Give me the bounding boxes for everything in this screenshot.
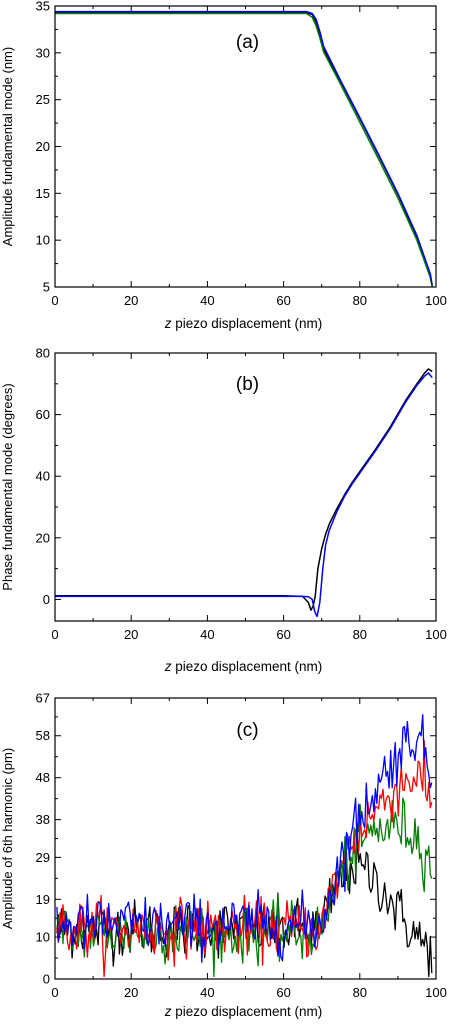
y-tick-label: 10 (36, 233, 50, 248)
panel-label: (c) (236, 720, 258, 741)
x-tick-label: 40 (200, 293, 214, 308)
x-tick-label: 40 (200, 627, 214, 642)
y-tick-label: 10 (36, 930, 50, 945)
x-tick-label: 20 (124, 293, 138, 308)
x-tick-label: 80 (353, 627, 367, 642)
y-tick-label: 25 (36, 92, 50, 107)
y-tick-label: 48 (36, 770, 50, 785)
series-line-1 (55, 368, 433, 611)
y-tick-label: 15 (36, 186, 50, 201)
x-axis-label: z piezo displacement (nm) (164, 1004, 323, 1019)
series-group (55, 368, 433, 618)
y-axis-label: Amplitude fundamental mode (nm) (0, 47, 15, 246)
chart-panel-1: 0 20 40 60 80 100 5 10 15 20 25 30 35 (a) z piezo disp… (0, 0, 447, 331)
y-axis-label: Phase fundamental mode (degrees) (0, 383, 15, 590)
x-tick-label: 100 (425, 293, 447, 308)
y-tick-label: 40 (36, 469, 50, 484)
series-line-3 (55, 10, 433, 286)
y-tick-label: 0 (43, 592, 50, 607)
panel-label: (b) (236, 374, 259, 395)
x-tick-label: 80 (353, 985, 367, 1000)
x-tick-label: 0 (51, 985, 58, 1000)
chart-panel-3: 0 20 40 60 80 100 0 10 19 29 38 48 58 67 (c) z piezo di… (0, 691, 447, 1020)
y-tick-label: 20 (36, 530, 50, 545)
series-line-4 (56, 714, 433, 963)
series-group (55, 10, 433, 287)
x-tick-label: 20 (124, 627, 138, 642)
series-line-2 (55, 12, 433, 287)
x-tick-label: 0 (51, 627, 58, 642)
x-axis-label: z piezo displacement (nm) (164, 316, 323, 331)
x-tick-label: 80 (353, 293, 367, 308)
x-tick-label: 40 (200, 985, 214, 1000)
series-group (56, 714, 433, 978)
y-tick-label: 38 (36, 812, 50, 827)
panel-label: (a) (236, 32, 259, 53)
y-tick-label: 29 (36, 850, 50, 865)
y-tick-label: 5 (43, 280, 50, 295)
x-tick-label: 20 (124, 985, 138, 1000)
y-tick-label: 0 (43, 972, 50, 987)
x-tick-label: 60 (276, 293, 290, 308)
y-tick-label: 67 (36, 691, 50, 706)
series-line-3 (56, 740, 433, 978)
chart-panel-2: 0 20 40 60 80 100 0 20 40 60 80 (b) z piezo displace… (0, 346, 447, 675)
x-tick-label: 60 (276, 627, 290, 642)
x-tick-label: 100 (425, 985, 447, 1000)
y-axis-label: Amplitude of 6th harmonic (pm) (0, 748, 15, 929)
x-tick-label: 100 (425, 627, 447, 642)
x-tick-label: 0 (51, 293, 58, 308)
x-axis-label: z piezo displacement (nm) (164, 659, 323, 674)
y-tick-label: 30 (36, 45, 50, 60)
x-tick-label: 60 (276, 985, 290, 1000)
y-tick-label: 80 (36, 346, 50, 361)
y-tick-label: 20 (36, 139, 50, 154)
y-tick-label: 19 (36, 892, 50, 907)
y-tick-label: 58 (36, 728, 50, 743)
y-tick-label: 35 (36, 0, 50, 14)
y-tick-label: 60 (36, 407, 50, 422)
series-line-2 (55, 372, 433, 618)
